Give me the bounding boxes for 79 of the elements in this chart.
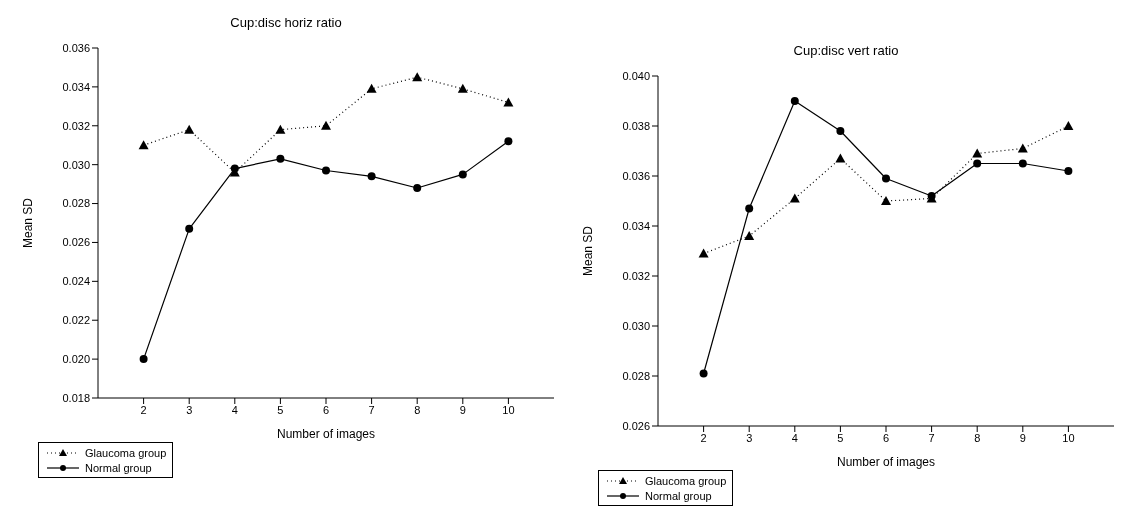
point: [366, 83, 377, 93]
point: [1063, 121, 1074, 130]
point: [503, 97, 514, 107]
point: [367, 172, 376, 181]
x-tick-label: 4: [791, 431, 798, 444]
x-tick-label: 2: [140, 403, 147, 416]
point: [138, 140, 149, 150]
x-tick-label: 3: [186, 403, 193, 416]
point: [321, 120, 331, 130]
legend-label: Glaucoma group: [645, 474, 727, 487]
point: [1017, 143, 1028, 153]
x-axis-title: Number of images: [836, 455, 936, 469]
x-tick-label: 10: [502, 403, 515, 416]
x-tick-label: 3: [746, 431, 753, 444]
y-tick-label: 0.024: [62, 275, 90, 288]
x-tick-label: 5: [277, 403, 284, 416]
point: [972, 148, 983, 158]
y-tick-label: 0.034: [62, 80, 90, 93]
y-tick-label: 0.026: [622, 419, 650, 432]
legend-label: Normal group: [85, 461, 152, 474]
point: [790, 97, 799, 105]
x-tick-label: 6: [882, 431, 890, 444]
point: [699, 369, 708, 378]
y-tick-label: 0.036: [62, 41, 90, 54]
point: [1064, 167, 1073, 175]
chart-title: Cup:disc horiz ratio: [229, 14, 343, 32]
x-tick-label: 5: [837, 431, 844, 444]
point: [276, 154, 285, 163]
y-axis-title: Mean SD: [581, 225, 596, 277]
point: [185, 224, 194, 233]
y-tick-label: 0.040: [622, 69, 650, 82]
point: [275, 124, 286, 134]
x-axis-title: Number of images: [276, 427, 376, 441]
legend-label: Glaucoma group: [85, 446, 167, 459]
x-tick-label: 4: [231, 403, 238, 416]
y-tick-label: 0.030: [622, 319, 650, 332]
x-tick-label: 6: [322, 403, 330, 416]
x-tick-label: 7: [928, 431, 935, 444]
y-tick-label: 0.028: [62, 197, 90, 210]
y-tick-label: 0.026: [62, 236, 90, 249]
point: [458, 170, 467, 179]
point: [836, 127, 845, 135]
y-tick-label: 0.030: [62, 158, 90, 171]
y-tick-label: 0.034: [622, 219, 650, 232]
y-tick-label: 0.032: [62, 119, 90, 132]
x-tick-label: 8: [414, 403, 421, 416]
point: [184, 124, 195, 134]
y-axis-title: Mean SD: [21, 197, 36, 249]
x-tick-label: 2: [700, 431, 707, 444]
x-tick-label: 9: [459, 403, 466, 416]
x-tick-label: 9: [1019, 431, 1026, 444]
point: [744, 231, 755, 240]
point: [504, 137, 513, 146]
point: [698, 248, 709, 258]
point: [230, 164, 239, 173]
point: [413, 184, 422, 192]
y-tick-label: 0.028: [622, 369, 650, 382]
point: [1018, 159, 1027, 168]
y-tick-label: 0.038: [622, 119, 650, 132]
y-tick-label: 0.032: [622, 269, 650, 282]
y-tick-label: 0.036: [622, 169, 650, 182]
x-tick-label: 8: [974, 431, 981, 444]
point: [789, 193, 800, 203]
x-tick-label: 10: [1062, 431, 1075, 444]
point: [322, 166, 330, 175]
point: [745, 204, 754, 213]
y-tick-label: 0.022: [62, 314, 90, 327]
legend-label: Normal group: [645, 489, 712, 502]
point: [882, 174, 890, 183]
point: [973, 159, 982, 168]
point: [412, 72, 423, 82]
y-tick-label: 0.020: [62, 353, 90, 366]
x-tick-label: 7: [368, 403, 375, 416]
chart-title: Cup:disc vert ratio: [792, 42, 900, 60]
point: [457, 83, 468, 93]
y-tick-label: 0.018: [62, 391, 90, 404]
point: [881, 196, 891, 205]
point: [139, 355, 148, 364]
point: [835, 153, 846, 163]
